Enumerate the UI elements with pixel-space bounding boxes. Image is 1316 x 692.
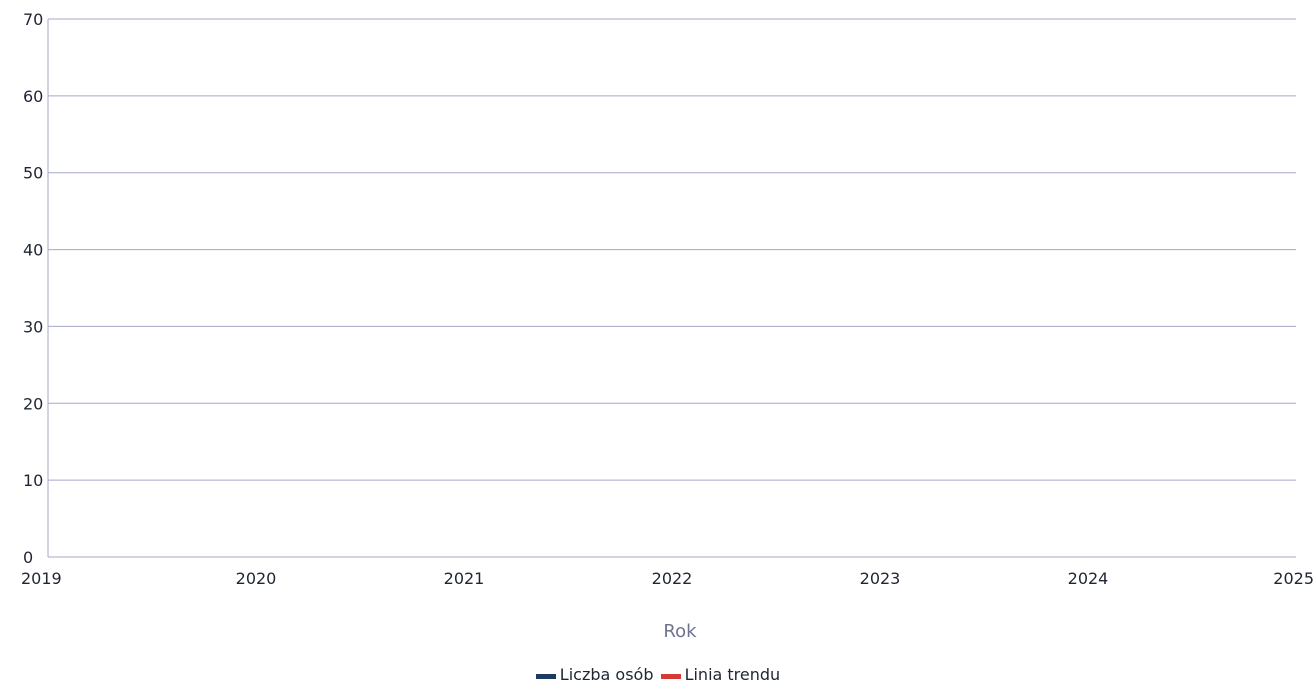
x-tick-label-2023: 2023 [860, 569, 901, 588]
x-tick-label-2025: 2025 [1273, 569, 1314, 588]
y-tick-label-50: 50 [23, 164, 43, 183]
y-tick-label-10: 10 [23, 471, 43, 490]
axes [47, 19, 1296, 558]
y-tick-label-20: 20 [23, 394, 43, 413]
x-tick-label-2020: 2020 [236, 569, 277, 588]
y-tick-label-0: 0 [23, 548, 33, 567]
y-tick-label-60: 60 [23, 87, 43, 106]
legend-swatch-linia-trendu [660, 674, 681, 679]
grid-lines [48, 18, 1296, 481]
y-tick-label-70: 70 [23, 10, 43, 29]
legend-label-linia-trendu: Linia trendu [684, 665, 781, 684]
legend: Liczba osób Linia trendu [0, 665, 1316, 684]
x-axis-title: Rok [663, 621, 697, 642]
x-tick-label-2024: 2024 [1068, 569, 1109, 588]
legend-item-linia-trendu[interactable]: Linia trendu [660, 665, 781, 684]
y-tick-label-30: 30 [23, 317, 43, 336]
legend-item-liczba-osob[interactable]: Liczba osób [535, 665, 654, 684]
legend-swatch-liczba-osob [535, 674, 556, 679]
y-tick-label-40: 40 [23, 241, 43, 260]
x-tick-label-2019: 2019 [21, 569, 62, 588]
x-tick-labels: 2019 2020 2021 2022 2023 2024 2025 [21, 569, 1314, 588]
legend-label-liczba-osob: Liczba osób [559, 665, 654, 684]
x-tick-label-2022: 2022 [652, 569, 693, 588]
x-tick-label-2021: 2021 [444, 569, 485, 588]
y-tick-labels: 0 10 20 30 40 50 60 70 [23, 10, 43, 567]
